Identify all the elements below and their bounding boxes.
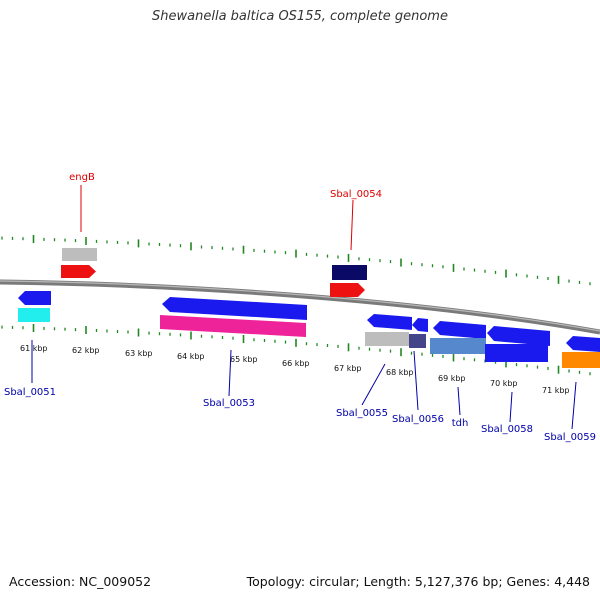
tdh-cds-bar[interactable] bbox=[430, 338, 486, 354]
topology-summary-text: Topology: circular; Length: 5,127,376 bp… bbox=[246, 574, 590, 589]
Sbal_0055-leader-line bbox=[361, 363, 386, 406]
bottom-tick-row bbox=[1, 324, 591, 376]
Sbal_0058-gene-arrow[interactable] bbox=[487, 326, 550, 346]
Sbal_0053-leader-line bbox=[228, 349, 232, 397]
Sbal_0054-gene-arrow[interactable] bbox=[330, 283, 365, 297]
forward-strand-genes bbox=[61, 248, 367, 297]
Sbal_0059-cds-bar[interactable] bbox=[562, 352, 600, 368]
scale-label-70: 70 kbp bbox=[490, 379, 518, 388]
scale-label-67: 67 kbp bbox=[334, 364, 362, 373]
Sbal_0059-label[interactable]: Sbal_0059 bbox=[544, 432, 596, 443]
gene-navy-bar[interactable] bbox=[332, 265, 367, 280]
Sbal_0053-gene-arrow[interactable] bbox=[162, 297, 307, 320]
engB-label[interactable]: engB bbox=[69, 172, 95, 183]
tdh-leader-line bbox=[457, 386, 461, 416]
scale-label-71: 71 kbp bbox=[542, 386, 570, 395]
top-gene-labels: engB Sbal_0054 bbox=[69, 172, 382, 251]
scale-label-68: 68 kbp bbox=[386, 368, 414, 377]
Sbal_0055-label[interactable]: Sbal_0055 bbox=[336, 408, 388, 419]
genome-backbone bbox=[0, 279, 600, 335]
Sbal_0055-cds-bar[interactable] bbox=[365, 332, 409, 346]
backbone-highlight bbox=[0, 280, 600, 332]
engB-gene-arrow[interactable] bbox=[61, 265, 96, 278]
Sbal_0054-leader-line bbox=[350, 199, 354, 251]
Sbal_0053-label[interactable]: Sbal_0053 bbox=[203, 398, 255, 409]
top-tick-row bbox=[1, 235, 591, 286]
tdh-gene-arrow[interactable] bbox=[433, 321, 486, 339]
Sbal_0058-label[interactable]: Sbal_0058 bbox=[481, 424, 533, 435]
tdh-label[interactable]: tdh bbox=[452, 418, 469, 429]
Sbal_0053-cds-bar[interactable] bbox=[160, 315, 306, 337]
Sbal_0059-gene-arrow[interactable] bbox=[566, 336, 600, 352]
scale-label-66: 66 kbp bbox=[282, 359, 310, 368]
scale-label-62: 62 kbp bbox=[72, 346, 100, 355]
Sbal_0056-leader-line bbox=[413, 350, 419, 411]
accession-text: Accession: NC_009052 bbox=[9, 574, 152, 589]
scale-label-61: 61 kbp bbox=[20, 344, 48, 353]
Sbal_0058-cds-bar[interactable] bbox=[485, 344, 548, 362]
scale-label-65: 65 kbp bbox=[230, 355, 258, 364]
reverse-strand-genes bbox=[18, 291, 600, 368]
Sbal_0054-label[interactable]: Sbal_0054 bbox=[330, 189, 382, 200]
Sbal_0056-cds-bar[interactable] bbox=[409, 334, 426, 348]
gene-gray-bar[interactable] bbox=[62, 248, 97, 261]
Sbal_0051-label[interactable]: Sbal_0051 bbox=[4, 387, 56, 398]
Sbal_0056-gene-arrow[interactable] bbox=[412, 318, 428, 332]
bottom-gene-labels: Sbal_0051 Sbal_0053 Sbal_0055 Sbal_0056 … bbox=[4, 340, 596, 443]
Sbal_0051-gene-arrow[interactable] bbox=[18, 291, 51, 305]
scale-label-64: 64 kbp bbox=[177, 352, 205, 361]
scale-labels: 61 kbp 62 kbp 63 kbp 64 kbp 65 kbp 66 kb… bbox=[20, 344, 570, 395]
Sbal_0058-leader-line bbox=[509, 391, 513, 423]
genome-title: Shewanella baltica OS155, complete genom… bbox=[152, 9, 448, 24]
Sbal_0056-label[interactable]: Sbal_0056 bbox=[392, 414, 444, 425]
Sbal_0051-cds-bar[interactable] bbox=[18, 308, 50, 322]
scale-label-69: 69 kbp bbox=[438, 374, 466, 383]
Sbal_0059-leader-line bbox=[571, 381, 577, 430]
scale-label-63: 63 kbp bbox=[125, 349, 153, 358]
Sbal_0055-gene-arrow[interactable] bbox=[367, 314, 412, 330]
